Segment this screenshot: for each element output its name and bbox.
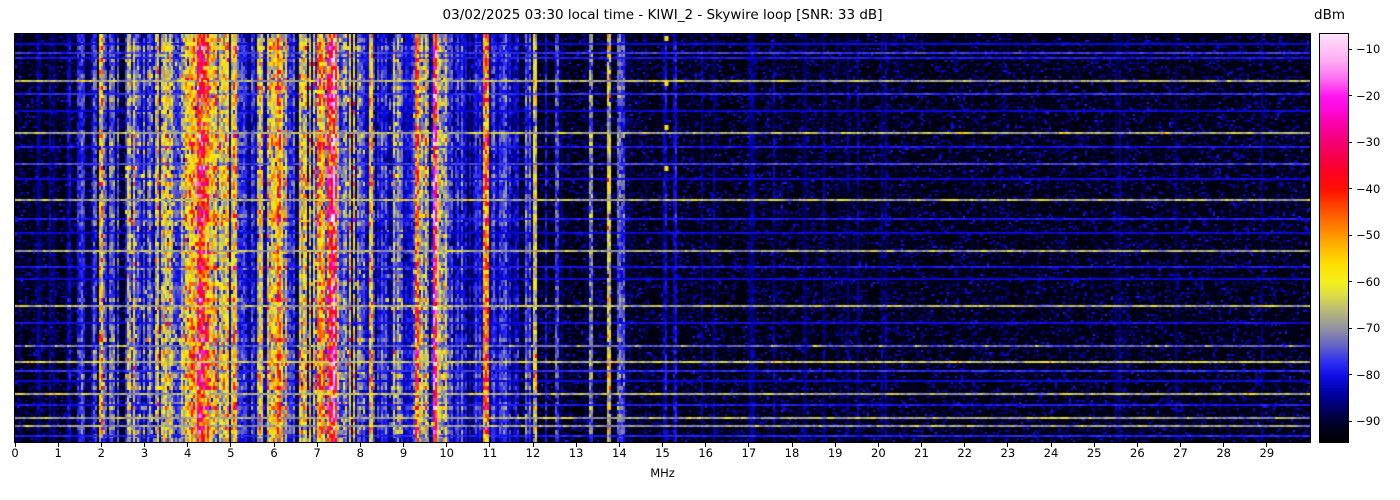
x-tick-label: 4 (183, 446, 192, 460)
plot-area (14, 33, 1311, 443)
x-tick-label: 18 (784, 446, 800, 460)
x-tick-mark (187, 443, 189, 447)
x-tick-label: 13 (568, 446, 584, 460)
x-tick-mark (273, 443, 275, 447)
colorbar-tick-label: −30 (1356, 135, 1381, 150)
x-tick-mark (1093, 443, 1095, 447)
x-tick-label: 0 (11, 446, 19, 460)
x-tick-label: 11 (482, 446, 498, 460)
x-tick-label: 8 (356, 446, 364, 460)
x-tick-label: 14 (612, 446, 627, 460)
x-tick-mark (618, 443, 620, 447)
x-tick-label: 26 (1130, 446, 1145, 460)
x-tick-mark (100, 443, 102, 447)
x-tick-label: 20 (871, 446, 886, 460)
x-axis-title: MHz (650, 466, 675, 480)
colorbar-tick-mark (1348, 188, 1352, 190)
x-tick-label: 21 (914, 446, 929, 460)
x-tick-mark (834, 443, 836, 447)
colorbar-title: dBm (1314, 7, 1345, 23)
colorbar-tick-label: −80 (1356, 367, 1381, 382)
x-tick-label: 23 (1000, 446, 1016, 460)
x-tick-label: 22 (957, 446, 972, 460)
x-tick-mark (1136, 443, 1138, 447)
x-tick-label: 12 (525, 446, 541, 460)
x-tick-label: 28 (1216, 446, 1231, 460)
x-tick-label: 24 (1043, 446, 1059, 460)
x-tick-mark (1050, 443, 1052, 447)
x-tick-mark (446, 443, 448, 447)
x-tick-label: 17 (741, 446, 757, 460)
x-tick-mark (575, 443, 577, 447)
x-tick-label: 9 (399, 446, 408, 460)
x-tick-mark (877, 443, 879, 447)
x-tick-label: 2 (97, 446, 105, 460)
x-tick-mark (662, 443, 663, 447)
colorbar-gradient (1320, 34, 1348, 442)
colorbar-tick-label: −10 (1356, 42, 1381, 57)
page-title: 03/02/2025 03:30 local time - KIWI_2 - S… (442, 7, 883, 23)
x-tick-mark (57, 443, 59, 447)
x-tick-label: 15 (655, 446, 670, 460)
x-tick-mark (1266, 443, 1268, 447)
x-tick-mark (14, 443, 16, 447)
colorbar-tick-mark (1348, 420, 1352, 422)
x-tick-mark (921, 443, 922, 447)
x-tick-label: 5 (227, 446, 235, 460)
x-tick-label: 19 (827, 446, 843, 460)
x-tick-mark (705, 443, 707, 447)
x-tick-mark (532, 443, 534, 447)
colorbar (1319, 33, 1349, 443)
x-tick-mark (1007, 443, 1009, 447)
x-tick-label: 3 (140, 446, 149, 460)
colorbar-tick-mark (1348, 95, 1352, 97)
x-tick-mark (359, 443, 361, 447)
colorbar-tick-mark (1348, 281, 1352, 283)
colorbar-tick-label: −90 (1356, 414, 1381, 429)
x-tick-mark (748, 443, 750, 447)
colorbar-tick-mark (1348, 48, 1352, 50)
x-tick-mark (144, 443, 145, 447)
x-tick-label: 16 (698, 446, 713, 460)
x-tick-label: 27 (1173, 446, 1188, 460)
x-tick-mark (1223, 443, 1225, 447)
colorbar-tick-label: −50 (1356, 228, 1381, 243)
x-tick-mark (1180, 443, 1181, 447)
x-tick-label: 29 (1259, 446, 1275, 460)
x-tick-label: 1 (54, 446, 62, 460)
colorbar-tick-label: −40 (1356, 181, 1381, 196)
x-tick-mark (964, 443, 966, 447)
x-tick-label: 7 (313, 446, 321, 460)
colorbar-tick-mark (1348, 141, 1352, 143)
colorbar-tick-label: −20 (1356, 88, 1381, 103)
colorbar-tick-mark (1348, 234, 1352, 236)
colorbar-tick-mark (1348, 327, 1352, 329)
colorbar-tick-label: −70 (1356, 321, 1381, 336)
spectrogram-canvas (15, 34, 1310, 442)
x-tick-label: 25 (1086, 446, 1102, 460)
x-tick-label: 10 (439, 446, 454, 460)
x-tick-mark (791, 443, 793, 447)
x-tick-mark (230, 443, 232, 447)
x-tick-mark (403, 443, 404, 447)
colorbar-tick-mark (1348, 374, 1352, 376)
x-tick-mark (316, 443, 318, 447)
colorbar-tick-label: −60 (1356, 274, 1381, 289)
x-tick-mark (489, 443, 491, 447)
x-tick-label: 6 (270, 446, 278, 460)
